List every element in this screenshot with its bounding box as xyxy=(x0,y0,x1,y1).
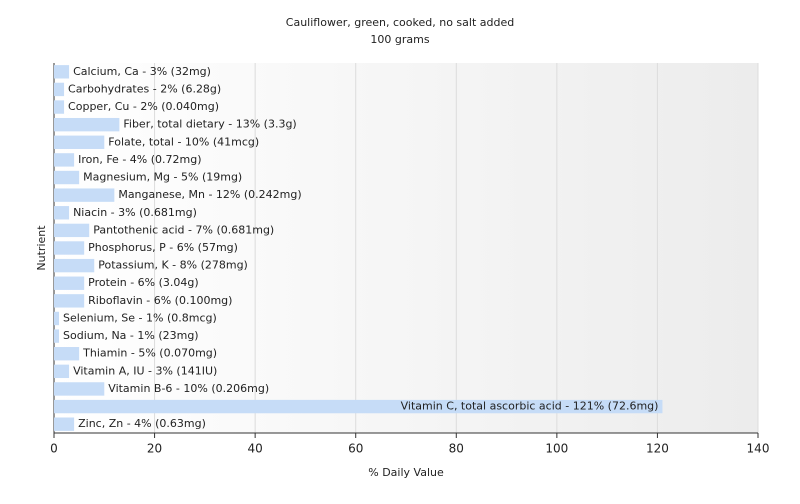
bar-label: Carbohydrates - 2% (6.28g) xyxy=(68,82,221,95)
x-tick-label: 40 xyxy=(248,442,263,456)
bar-label: Manganese, Mn - 12% (0.242mg) xyxy=(118,188,301,201)
bar-label: Riboflavin - 6% (0.100mg) xyxy=(88,294,232,307)
bar-label: Sodium, Na - 1% (23mg) xyxy=(63,329,199,342)
bar-label: Pantothenic acid - 7% (0.681mg) xyxy=(93,223,274,236)
bar-label: Vitamin C, total ascorbic acid - 121% (7… xyxy=(401,400,659,413)
bar-label: Vitamin B-6 - 10% (0.206mg) xyxy=(108,382,269,395)
bar-label: Protein - 6% (3.04g) xyxy=(88,276,199,289)
chart-title: Cauliflower, green, cooked, no salt adde… xyxy=(286,16,514,29)
bar xyxy=(54,347,80,361)
bar xyxy=(54,241,85,255)
bar-label: Potassium, K - 8% (278mg) xyxy=(98,259,248,272)
bar-label: Magnesium, Mg - 5% (19mg) xyxy=(83,171,242,184)
x-tick-label: 0 xyxy=(50,442,58,456)
x-tick-label: 100 xyxy=(545,442,568,456)
y-axis-title: Nutrient xyxy=(35,225,48,271)
bar xyxy=(54,311,60,326)
bar xyxy=(54,100,65,114)
bar xyxy=(54,117,120,132)
bar-label: Selenium, Se - 1% (0.8mcg) xyxy=(63,311,217,324)
bar-label: Zinc, Zn - 4% (0.63mg) xyxy=(78,417,206,430)
bar xyxy=(54,417,75,431)
bar-label: Calcium, Ca - 3% (32mg) xyxy=(73,65,211,78)
x-tick-label: 20 xyxy=(147,442,162,456)
x-tick-label: 60 xyxy=(348,442,363,456)
bar xyxy=(54,276,85,290)
bar xyxy=(54,294,85,308)
chart-subtitle: 100 grams xyxy=(370,33,429,46)
bar-label: Vitamin A, IU - 3% (141IU) xyxy=(73,364,217,377)
x-tick-label: 120 xyxy=(646,442,669,456)
bar-label: Folate, total - 10% (41mcg) xyxy=(108,135,259,148)
bar xyxy=(54,170,80,185)
bar xyxy=(54,65,70,79)
x-axis-title: % Daily Value xyxy=(368,466,444,479)
bar xyxy=(54,258,95,273)
bar-label: Fiber, total dietary - 13% (3.3g) xyxy=(123,118,296,131)
bar-label: Iron, Fe - 4% (0.72mg) xyxy=(78,153,201,166)
bar-label: Niacin - 3% (0.681mg) xyxy=(73,206,197,219)
bar-label: Phosphorus, P - 6% (57mg) xyxy=(88,241,238,254)
bar xyxy=(54,188,115,202)
bar xyxy=(54,399,663,414)
bar-label: Copper, Cu - 2% (0.040mg) xyxy=(68,100,219,113)
x-tick-label: 140 xyxy=(747,442,770,456)
bar xyxy=(54,82,65,97)
bar-label: Thiamin - 5% (0.070mg) xyxy=(82,347,217,360)
bar xyxy=(54,153,75,167)
bar xyxy=(54,329,60,343)
bar xyxy=(54,206,70,220)
bar xyxy=(54,382,105,396)
bar xyxy=(54,364,70,379)
bar xyxy=(54,135,105,149)
bar xyxy=(54,223,90,238)
x-tick-label: 80 xyxy=(449,442,464,456)
plot-area xyxy=(54,63,758,433)
